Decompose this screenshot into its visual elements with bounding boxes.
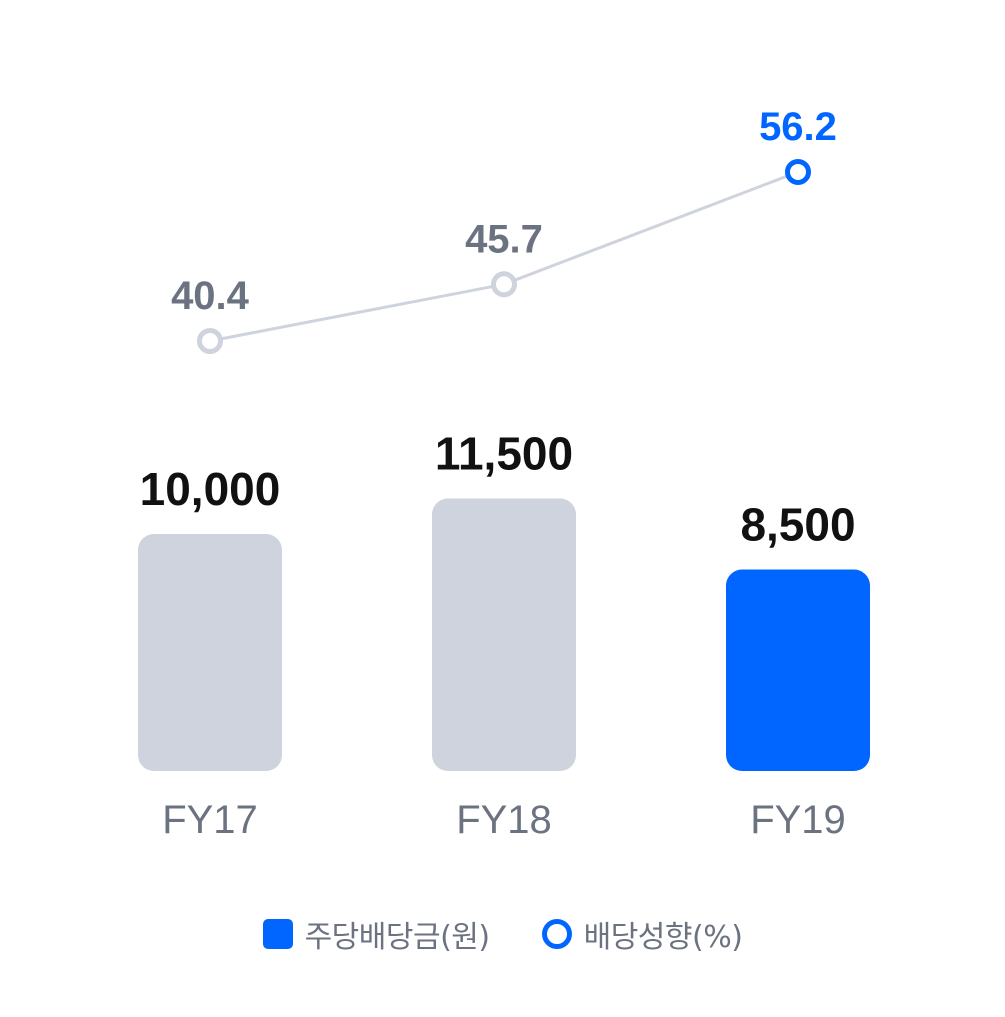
legend-label-dividend: 주당배당금(원) <box>304 920 491 955</box>
legend-bar-swatch <box>262 919 293 949</box>
dividend-value-label: 8,500 <box>740 499 855 551</box>
dividend-bar <box>432 498 576 771</box>
x-tick-label: FY19 <box>750 798 846 842</box>
dividend-bar-layer: 10,000 11,500 8,500 <box>138 427 870 771</box>
legend-item-payout: 배당성향(%) <box>541 912 743 956</box>
dividend-value-label: 11,500 <box>435 427 573 479</box>
payout-ratio-line-layer: 40.4 45.7 56.2 <box>171 105 837 354</box>
legend-item-dividend: 주당배당금(원) <box>262 912 491 956</box>
payout-line-segment <box>209 282 505 343</box>
payout-value-label: 40.4 <box>171 274 250 318</box>
x-tick-label: FY17 <box>162 798 258 842</box>
dividend-bar <box>726 569 870 771</box>
payout-value-label: 56.2 <box>759 105 837 149</box>
dividend-bar <box>138 534 282 771</box>
dividend-value-label: 10,000 <box>140 463 281 515</box>
legend-line-swatch <box>541 919 572 949</box>
x-tick-label: FY18 <box>456 798 552 842</box>
payout-value-label: 45.7 <box>465 217 543 261</box>
legend-label-payout: 배당성향(%) <box>583 920 743 955</box>
payout-point <box>785 158 811 185</box>
payout-point <box>491 271 517 298</box>
payout-point <box>197 328 223 354</box>
payout-line-segment <box>503 170 799 286</box>
legend: 주당배당금(원) 배당성향(%) <box>0 912 1005 956</box>
x-axis-labels: FY17 FY18 FY19 <box>162 798 846 842</box>
